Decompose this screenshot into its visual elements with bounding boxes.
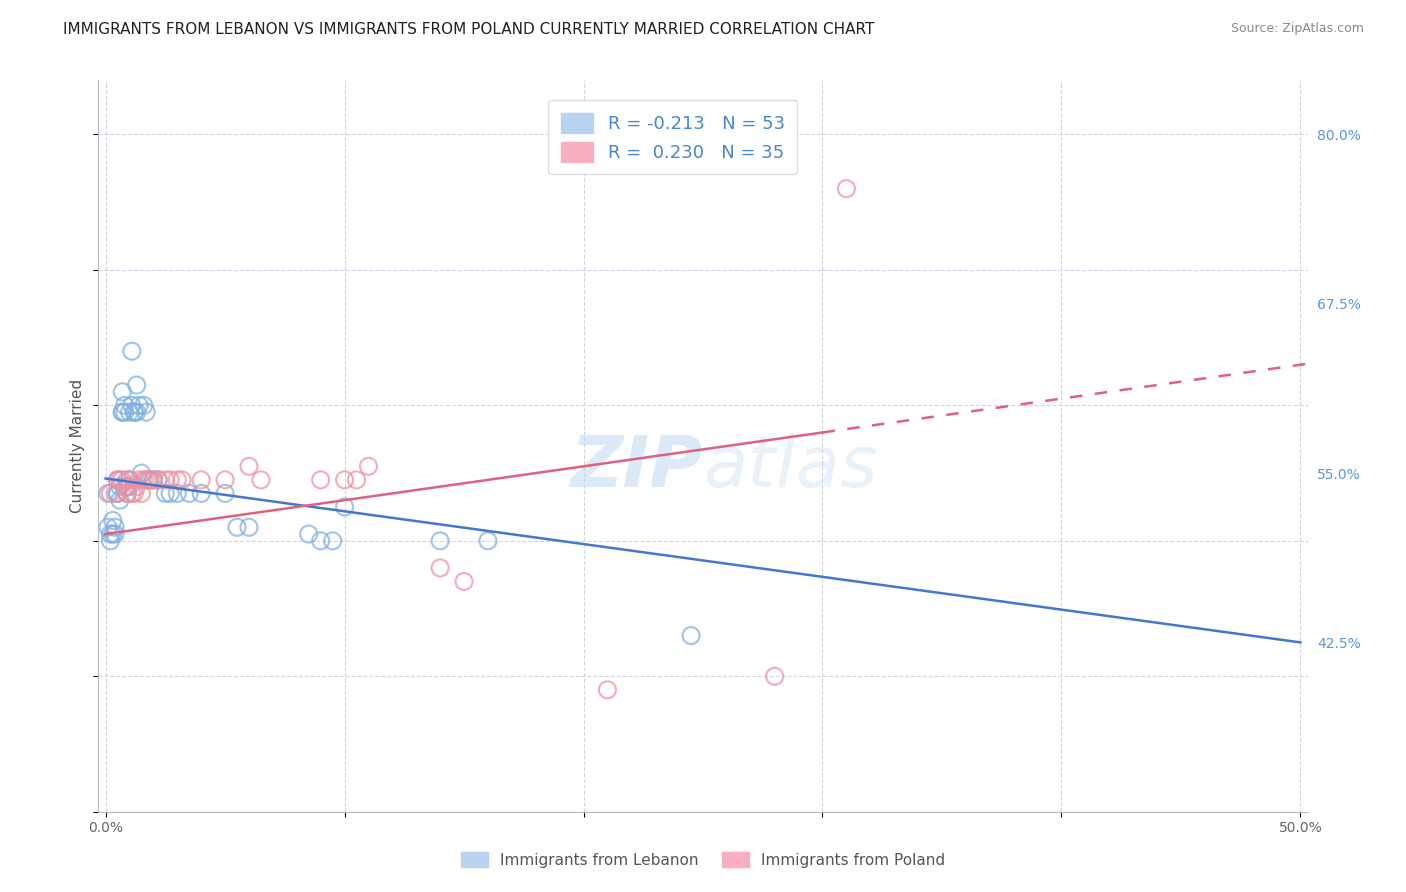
Point — [125, 405, 148, 419]
Text: IMMIGRANTS FROM LEBANON VS IMMIGRANTS FROM POLAND CURRENTLY MARRIED CORRELATION : IMMIGRANTS FROM LEBANON VS IMMIGRANTS FR… — [63, 22, 875, 37]
Point — [453, 574, 475, 589]
Text: atlas: atlas — [703, 434, 877, 502]
Point — [128, 398, 150, 412]
Point — [98, 486, 121, 500]
Point — [132, 398, 155, 412]
Point — [122, 486, 145, 500]
Point — [190, 486, 212, 500]
Legend: R = -0.213   N = 53, R =  0.230   N = 35: R = -0.213 N = 53, R = 0.230 N = 35 — [548, 100, 797, 174]
Point — [298, 527, 321, 541]
Point — [146, 473, 169, 487]
Point — [118, 473, 141, 487]
Point — [146, 473, 169, 487]
Point — [108, 480, 131, 494]
Point — [159, 486, 181, 500]
Point — [322, 533, 344, 548]
Point — [118, 480, 141, 494]
Point — [121, 344, 143, 359]
Point — [97, 520, 120, 534]
Point — [121, 398, 143, 412]
Point — [104, 527, 127, 541]
Text: Source: ZipAtlas.com: Source: ZipAtlas.com — [1230, 22, 1364, 36]
Point — [357, 459, 380, 474]
Point — [681, 629, 703, 643]
Point — [346, 473, 368, 487]
Point — [114, 398, 136, 412]
Point — [170, 473, 193, 487]
Legend: Immigrants from Lebanon, Immigrants from Poland: Immigrants from Lebanon, Immigrants from… — [454, 846, 952, 873]
Point — [115, 486, 138, 500]
Point — [122, 405, 145, 419]
Point — [97, 486, 120, 500]
Point — [596, 682, 619, 697]
Point — [104, 520, 127, 534]
Point — [763, 669, 786, 683]
Point — [118, 405, 141, 419]
Point — [107, 486, 129, 500]
Point — [111, 384, 134, 399]
Point — [155, 486, 177, 500]
Point — [111, 405, 134, 419]
Point — [101, 527, 124, 541]
Point — [142, 473, 165, 487]
Point — [101, 514, 124, 528]
Point — [128, 473, 150, 487]
Point — [477, 533, 499, 548]
Point — [115, 480, 138, 494]
Point — [214, 486, 236, 500]
Point — [114, 405, 136, 419]
Point — [121, 486, 143, 500]
Point — [131, 466, 153, 480]
Point — [238, 459, 260, 474]
Point — [333, 473, 356, 487]
Point — [155, 473, 177, 487]
Point — [309, 533, 332, 548]
Point — [309, 473, 332, 487]
Point — [104, 486, 127, 500]
Point — [138, 473, 160, 487]
Point — [98, 533, 121, 548]
Point — [214, 473, 236, 487]
Point — [166, 473, 188, 487]
Point — [98, 527, 121, 541]
Point — [111, 473, 134, 487]
Point — [138, 473, 160, 487]
Point — [131, 486, 153, 500]
Point — [114, 480, 136, 494]
Point — [429, 561, 451, 575]
Point — [250, 473, 273, 487]
Point — [107, 473, 129, 487]
Point — [115, 486, 138, 500]
Text: ZIP: ZIP — [571, 434, 703, 502]
Point — [238, 520, 260, 534]
Point — [139, 473, 162, 487]
Point — [125, 378, 148, 392]
Point — [429, 533, 451, 548]
Point — [111, 405, 134, 419]
Point — [107, 486, 129, 500]
Y-axis label: Currently Married: Currently Married — [70, 379, 86, 513]
Point — [179, 486, 201, 500]
Point — [166, 486, 188, 500]
Point — [159, 473, 181, 487]
Point — [122, 405, 145, 419]
Point — [118, 473, 141, 487]
Point — [135, 473, 157, 487]
Point — [835, 181, 858, 195]
Point — [107, 473, 129, 487]
Point — [142, 473, 165, 487]
Point — [125, 480, 148, 494]
Point — [115, 473, 138, 487]
Point — [333, 500, 356, 514]
Point — [108, 493, 131, 508]
Point — [132, 473, 155, 487]
Point — [108, 473, 131, 487]
Point — [190, 473, 212, 487]
Point — [226, 520, 249, 534]
Point — [135, 405, 157, 419]
